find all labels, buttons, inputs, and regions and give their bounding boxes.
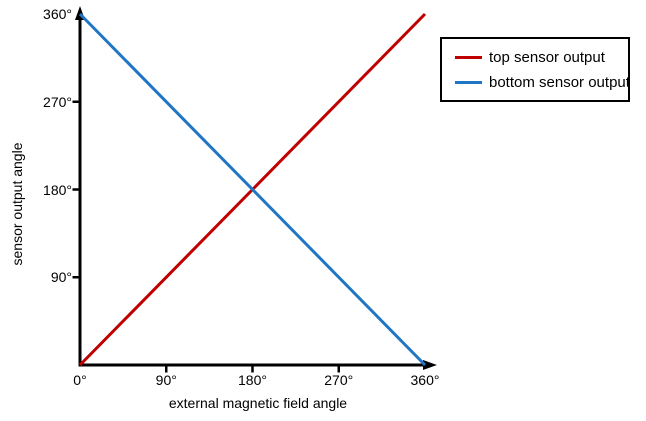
legend-swatch-bottom-sensor — [455, 80, 482, 84]
y-axis-title: sensor output angle — [9, 142, 25, 266]
y-tick-label: 180° — [43, 181, 72, 198]
x-axis-title: external magnetic field angle — [168, 395, 348, 411]
x-tick-label: 90° — [155, 372, 177, 388]
x-tick-label: 270° — [324, 372, 354, 388]
legend-item-top-sensor: top sensor output — [455, 49, 628, 66]
legend-label-top-sensor: top sensor output — [489, 48, 605, 66]
y-tick-label: 90° — [50, 269, 72, 286]
x-tick-label: 180° — [238, 372, 267, 388]
legend-swatch-top-sensor — [455, 55, 482, 59]
y-tick-label: 360° — [43, 6, 72, 22]
x-tick-label: 360° — [410, 372, 440, 388]
legend: top sensor output bottom sensor output — [440, 37, 630, 102]
y-tick-label: 270° — [43, 93, 72, 110]
series-line-bottom-sensor-output — [78, 12, 427, 367]
legend-item-bottom-sensor: bottom sensor output — [455, 73, 630, 91]
x-tick-label: 0° — [73, 372, 87, 388]
x-axis-arrowhead — [423, 360, 437, 370]
legend-label-bottom-sensor: bottom sensor output — [489, 73, 630, 91]
